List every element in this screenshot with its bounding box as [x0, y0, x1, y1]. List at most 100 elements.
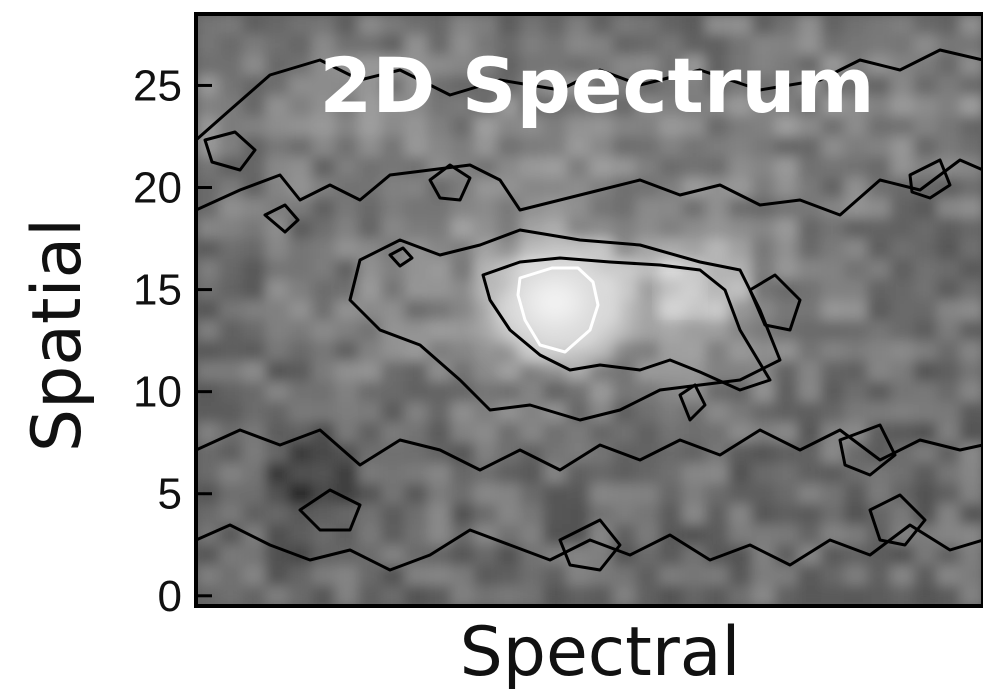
- heatmap-cell: [936, 136, 961, 158]
- heatmap-cell: [658, 54, 684, 77]
- heatmap-cell: [890, 340, 915, 363]
- heatmap-cell: [242, 585, 267, 606]
- heatmap-cell: [288, 503, 313, 526]
- heatmap-cell: [450, 503, 475, 526]
- heatmap-cell: [496, 361, 522, 383]
- emission-peak: [490, 253, 694, 363]
- heatmap-cell: [844, 14, 869, 36]
- heatmap-cell: [219, 95, 244, 118]
- heatmap-cell: [658, 75, 684, 97]
- heatmap-cell: [820, 156, 846, 179]
- heatmap-cell: [751, 565, 776, 587]
- heatmap-cell: [682, 116, 707, 138]
- heatmap-cell: [242, 320, 267, 342]
- heatmap-cell: [705, 218, 730, 240]
- heatmap-cell: [959, 361, 983, 383]
- heatmap-cell: [728, 442, 753, 465]
- heatmap-cell: [867, 156, 892, 179]
- heatmap-cell: [751, 156, 776, 179]
- heatmap-cell: [612, 156, 637, 179]
- heatmap-cell: [936, 401, 961, 424]
- heatmap-cell: [242, 361, 267, 383]
- heatmap-cell: [566, 483, 591, 505]
- heatmap-cell: [358, 483, 383, 505]
- plot-frame: [194, 12, 983, 608]
- heatmap-cell: [867, 34, 892, 56]
- heatmap-cell: [404, 95, 429, 118]
- heatmap-cell: [774, 34, 799, 56]
- heatmap-cell: [797, 422, 822, 444]
- heatmap-cell: [658, 381, 684, 403]
- heatmap-cell: [311, 258, 336, 281]
- heatmap-cell: [334, 340, 360, 363]
- heatmap-cell: [728, 218, 753, 240]
- heatmap-cell: [820, 177, 846, 199]
- y-tick-label: 25: [133, 61, 182, 110]
- heatmap-cell: [751, 585, 776, 606]
- y-tick-label: 20: [133, 164, 182, 213]
- heatmap-cell: [334, 320, 360, 342]
- heatmap-cell: [682, 565, 707, 587]
- heatmap-cell: [265, 238, 290, 260]
- heatmap-cell: [496, 54, 522, 77]
- heatmap-cell: [265, 381, 290, 403]
- heatmap-cell: [913, 585, 938, 606]
- heatmap-cell: [913, 238, 938, 260]
- heatmap-cell: [311, 197, 336, 220]
- heatmap-cell: [265, 524, 290, 546]
- heatmap-cell: [381, 544, 406, 567]
- heatmap-cell: [728, 197, 753, 220]
- heatmap-cell: [288, 524, 313, 546]
- heatmap-cell: [635, 156, 660, 179]
- heatmap-cell: [658, 218, 684, 240]
- heatmap-cell: [797, 197, 822, 220]
- heatmap-cell: [496, 95, 522, 118]
- heatmap-cell: [705, 340, 730, 363]
- heatmap-cell: [797, 320, 822, 342]
- heatmap-cell: [936, 340, 961, 363]
- heatmap-cell: [473, 14, 498, 36]
- heatmap-cell: [219, 585, 244, 606]
- heatmap-cell: [381, 422, 406, 444]
- heatmap-cell: [844, 524, 869, 546]
- heatmap-cell: [890, 503, 915, 526]
- heatmap-cell: [867, 361, 892, 383]
- heatmap-cell: [658, 156, 684, 179]
- heatmap-cell: [820, 218, 846, 240]
- heatmap-cell: [381, 361, 406, 383]
- heatmap-cell: [589, 585, 614, 606]
- heatmap-cell: [334, 258, 360, 281]
- heatmap-cell: [774, 381, 799, 403]
- heatmap-cell: [334, 361, 360, 383]
- heatmap-cell: [265, 177, 290, 199]
- heatmap-cell: [288, 279, 313, 301]
- heatmap-cell: [751, 238, 776, 260]
- heatmap-cell: [682, 585, 707, 606]
- heatmap-cell: [913, 258, 938, 281]
- heatmap-cell: [936, 177, 961, 199]
- heatmap-cell: [867, 197, 892, 220]
- heatmap-cell: [358, 218, 383, 240]
- heatmap-cell: [682, 483, 707, 505]
- heatmap-cell: [219, 503, 244, 526]
- heatmap-cell: [334, 422, 360, 444]
- heatmap-cell: [219, 361, 244, 383]
- heatmap-cell: [682, 503, 707, 526]
- heatmap-cell: [381, 95, 406, 118]
- heatmap-cell: [219, 299, 244, 322]
- heatmap-cell: [751, 218, 776, 240]
- heatmap-cell: [959, 218, 983, 240]
- heatmap-cell: [496, 524, 522, 546]
- heatmap-cell: [450, 197, 475, 220]
- heatmap-cell: [288, 258, 313, 281]
- heatmap-cell: [635, 401, 660, 424]
- heatmap-cell: [219, 463, 244, 485]
- heatmap-cell: [543, 156, 568, 179]
- heatmap-cell: [334, 218, 360, 240]
- heatmap-cell: [705, 299, 730, 322]
- heatmap-cell: [612, 54, 637, 77]
- heatmap-cell: [820, 442, 846, 465]
- heatmap-cell: [682, 156, 707, 179]
- heatmap-cell: [219, 381, 244, 403]
- heatmap-cell: [265, 463, 290, 485]
